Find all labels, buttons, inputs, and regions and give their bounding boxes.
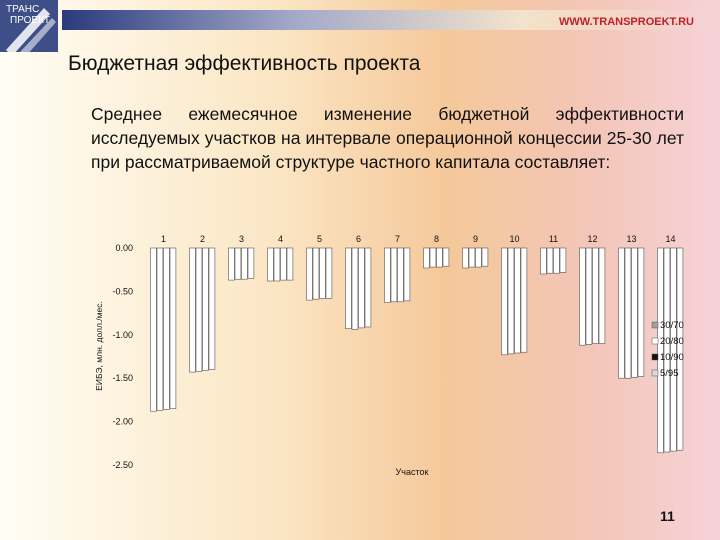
legend-label: 10/90 bbox=[660, 352, 684, 363]
x-tick-label: 7 bbox=[395, 234, 400, 244]
bar-20-80 bbox=[507, 247, 515, 355]
x-tick-label: 11 bbox=[549, 234, 558, 244]
bar-30-70 bbox=[267, 247, 274, 282]
bar-5-95 bbox=[481, 247, 489, 267]
bar-5-95 bbox=[403, 247, 411, 302]
y-tick-label: 0.00 bbox=[115, 243, 133, 253]
bar-30-70 bbox=[579, 247, 586, 346]
bar-5-95 bbox=[598, 247, 606, 344]
bar-30-70 bbox=[384, 247, 391, 304]
x-tick-label: 1 bbox=[161, 234, 166, 244]
legend-label: 30/70 bbox=[660, 320, 684, 331]
x-tick-label: 5 bbox=[317, 234, 322, 244]
x-tick-label: 14 bbox=[665, 234, 675, 244]
bar-20-80 bbox=[351, 247, 359, 330]
bar-20-80 bbox=[585, 247, 593, 345]
bar-10-90 bbox=[475, 247, 482, 268]
bar-10-90 bbox=[202, 247, 209, 371]
bar-20-80 bbox=[156, 247, 164, 411]
bar-5-95 bbox=[169, 247, 177, 409]
x-tick-label: 6 bbox=[356, 234, 361, 244]
bar-10-90 bbox=[358, 247, 365, 329]
y-axis-label: ЕИБЭ, млн. долл./мес. bbox=[94, 301, 104, 391]
bar-5-95 bbox=[637, 247, 645, 377]
bar-30-70 bbox=[657, 247, 664, 454]
company-logo: ТРАНС ПРОЕКТ bbox=[0, 0, 58, 52]
legend-marker bbox=[651, 321, 659, 329]
bar-20-80 bbox=[624, 247, 632, 379]
y-tick-label: -2.00 bbox=[112, 417, 133, 427]
bar-30-70 bbox=[423, 247, 430, 269]
bar-10-90 bbox=[631, 247, 638, 378]
x-tick-label: 9 bbox=[473, 234, 478, 244]
bar-30-70 bbox=[150, 247, 157, 412]
x-axis-label: Участок bbox=[396, 467, 429, 477]
bar-30-70 bbox=[228, 247, 235, 281]
x-tick-label: 8 bbox=[434, 234, 439, 244]
bar-10-90 bbox=[319, 247, 326, 299]
bar-10-90 bbox=[280, 247, 287, 281]
bar-30-70 bbox=[501, 247, 508, 356]
bar-20-80 bbox=[663, 247, 671, 453]
x-tick-label: 12 bbox=[587, 234, 597, 244]
bar-5-95 bbox=[676, 247, 684, 451]
page-number: 11 bbox=[660, 508, 675, 524]
bar-20-80 bbox=[195, 247, 203, 372]
bar-10-90 bbox=[670, 247, 677, 452]
x-tick-label: 10 bbox=[509, 234, 519, 244]
legend-marker bbox=[651, 353, 659, 361]
bar-5-95 bbox=[442, 247, 450, 267]
bar-10-90 bbox=[514, 247, 521, 354]
bar-30-70 bbox=[306, 247, 313, 301]
legend-marker bbox=[651, 369, 659, 377]
logo-emblem-icon bbox=[6, 8, 56, 52]
bar-30-70 bbox=[189, 247, 196, 373]
bar-20-80 bbox=[429, 247, 437, 268]
bar-5-95 bbox=[559, 247, 567, 273]
description-paragraph: Среднее ежемесячное изменение бюджетной … bbox=[91, 104, 684, 172]
bar-10-90 bbox=[397, 247, 404, 303]
bar-20-80 bbox=[234, 247, 242, 280]
y-tick-label: -1.00 bbox=[112, 330, 133, 340]
bar-30-70 bbox=[345, 247, 352, 329]
bar-5-95 bbox=[208, 247, 216, 370]
bar-10-90 bbox=[592, 247, 599, 344]
bar-5-95 bbox=[286, 247, 294, 281]
bar-10-90 bbox=[436, 247, 443, 268]
bar-5-95 bbox=[247, 247, 255, 279]
bar-30-70 bbox=[618, 247, 625, 379]
bar-20-80 bbox=[390, 247, 398, 303]
header-gradient-bar bbox=[62, 10, 716, 30]
bar-20-80 bbox=[546, 247, 554, 274]
bar-30-70 bbox=[462, 247, 469, 269]
bar-10-90 bbox=[241, 247, 248, 280]
bar-5-95 bbox=[325, 247, 333, 299]
y-tick-label: -1.50 bbox=[112, 373, 133, 383]
legend-label: 20/80 bbox=[660, 336, 684, 347]
bar-10-90 bbox=[163, 247, 170, 410]
y-tick-label: -2.50 bbox=[112, 460, 133, 470]
x-tick-label: 13 bbox=[626, 234, 636, 244]
bar-5-95 bbox=[520, 247, 528, 353]
bar-5-95 bbox=[364, 247, 372, 328]
y-tick-label: -0.50 bbox=[112, 286, 133, 296]
bar-30-70 bbox=[540, 247, 547, 275]
x-tick-label: 3 bbox=[239, 234, 244, 244]
x-tick-label: 2 bbox=[200, 234, 205, 244]
logo-text-top: ТРАНС bbox=[6, 4, 40, 15]
legend-marker bbox=[651, 337, 659, 345]
x-tick-label: 4 bbox=[278, 234, 283, 244]
bar-20-80 bbox=[468, 247, 476, 268]
legend-label: 5/95 bbox=[660, 368, 679, 379]
bar-10-90 bbox=[553, 247, 560, 274]
bar-20-80 bbox=[312, 247, 320, 300]
logo-text-bottom: ПРОЕКТ bbox=[10, 15, 51, 26]
bar-20-80 bbox=[273, 247, 281, 282]
page-title: Бюджетная эффективность проекта bbox=[68, 52, 421, 75]
website-url[interactable]: WWW.TRANSPROEKT.RU bbox=[558, 16, 694, 28]
